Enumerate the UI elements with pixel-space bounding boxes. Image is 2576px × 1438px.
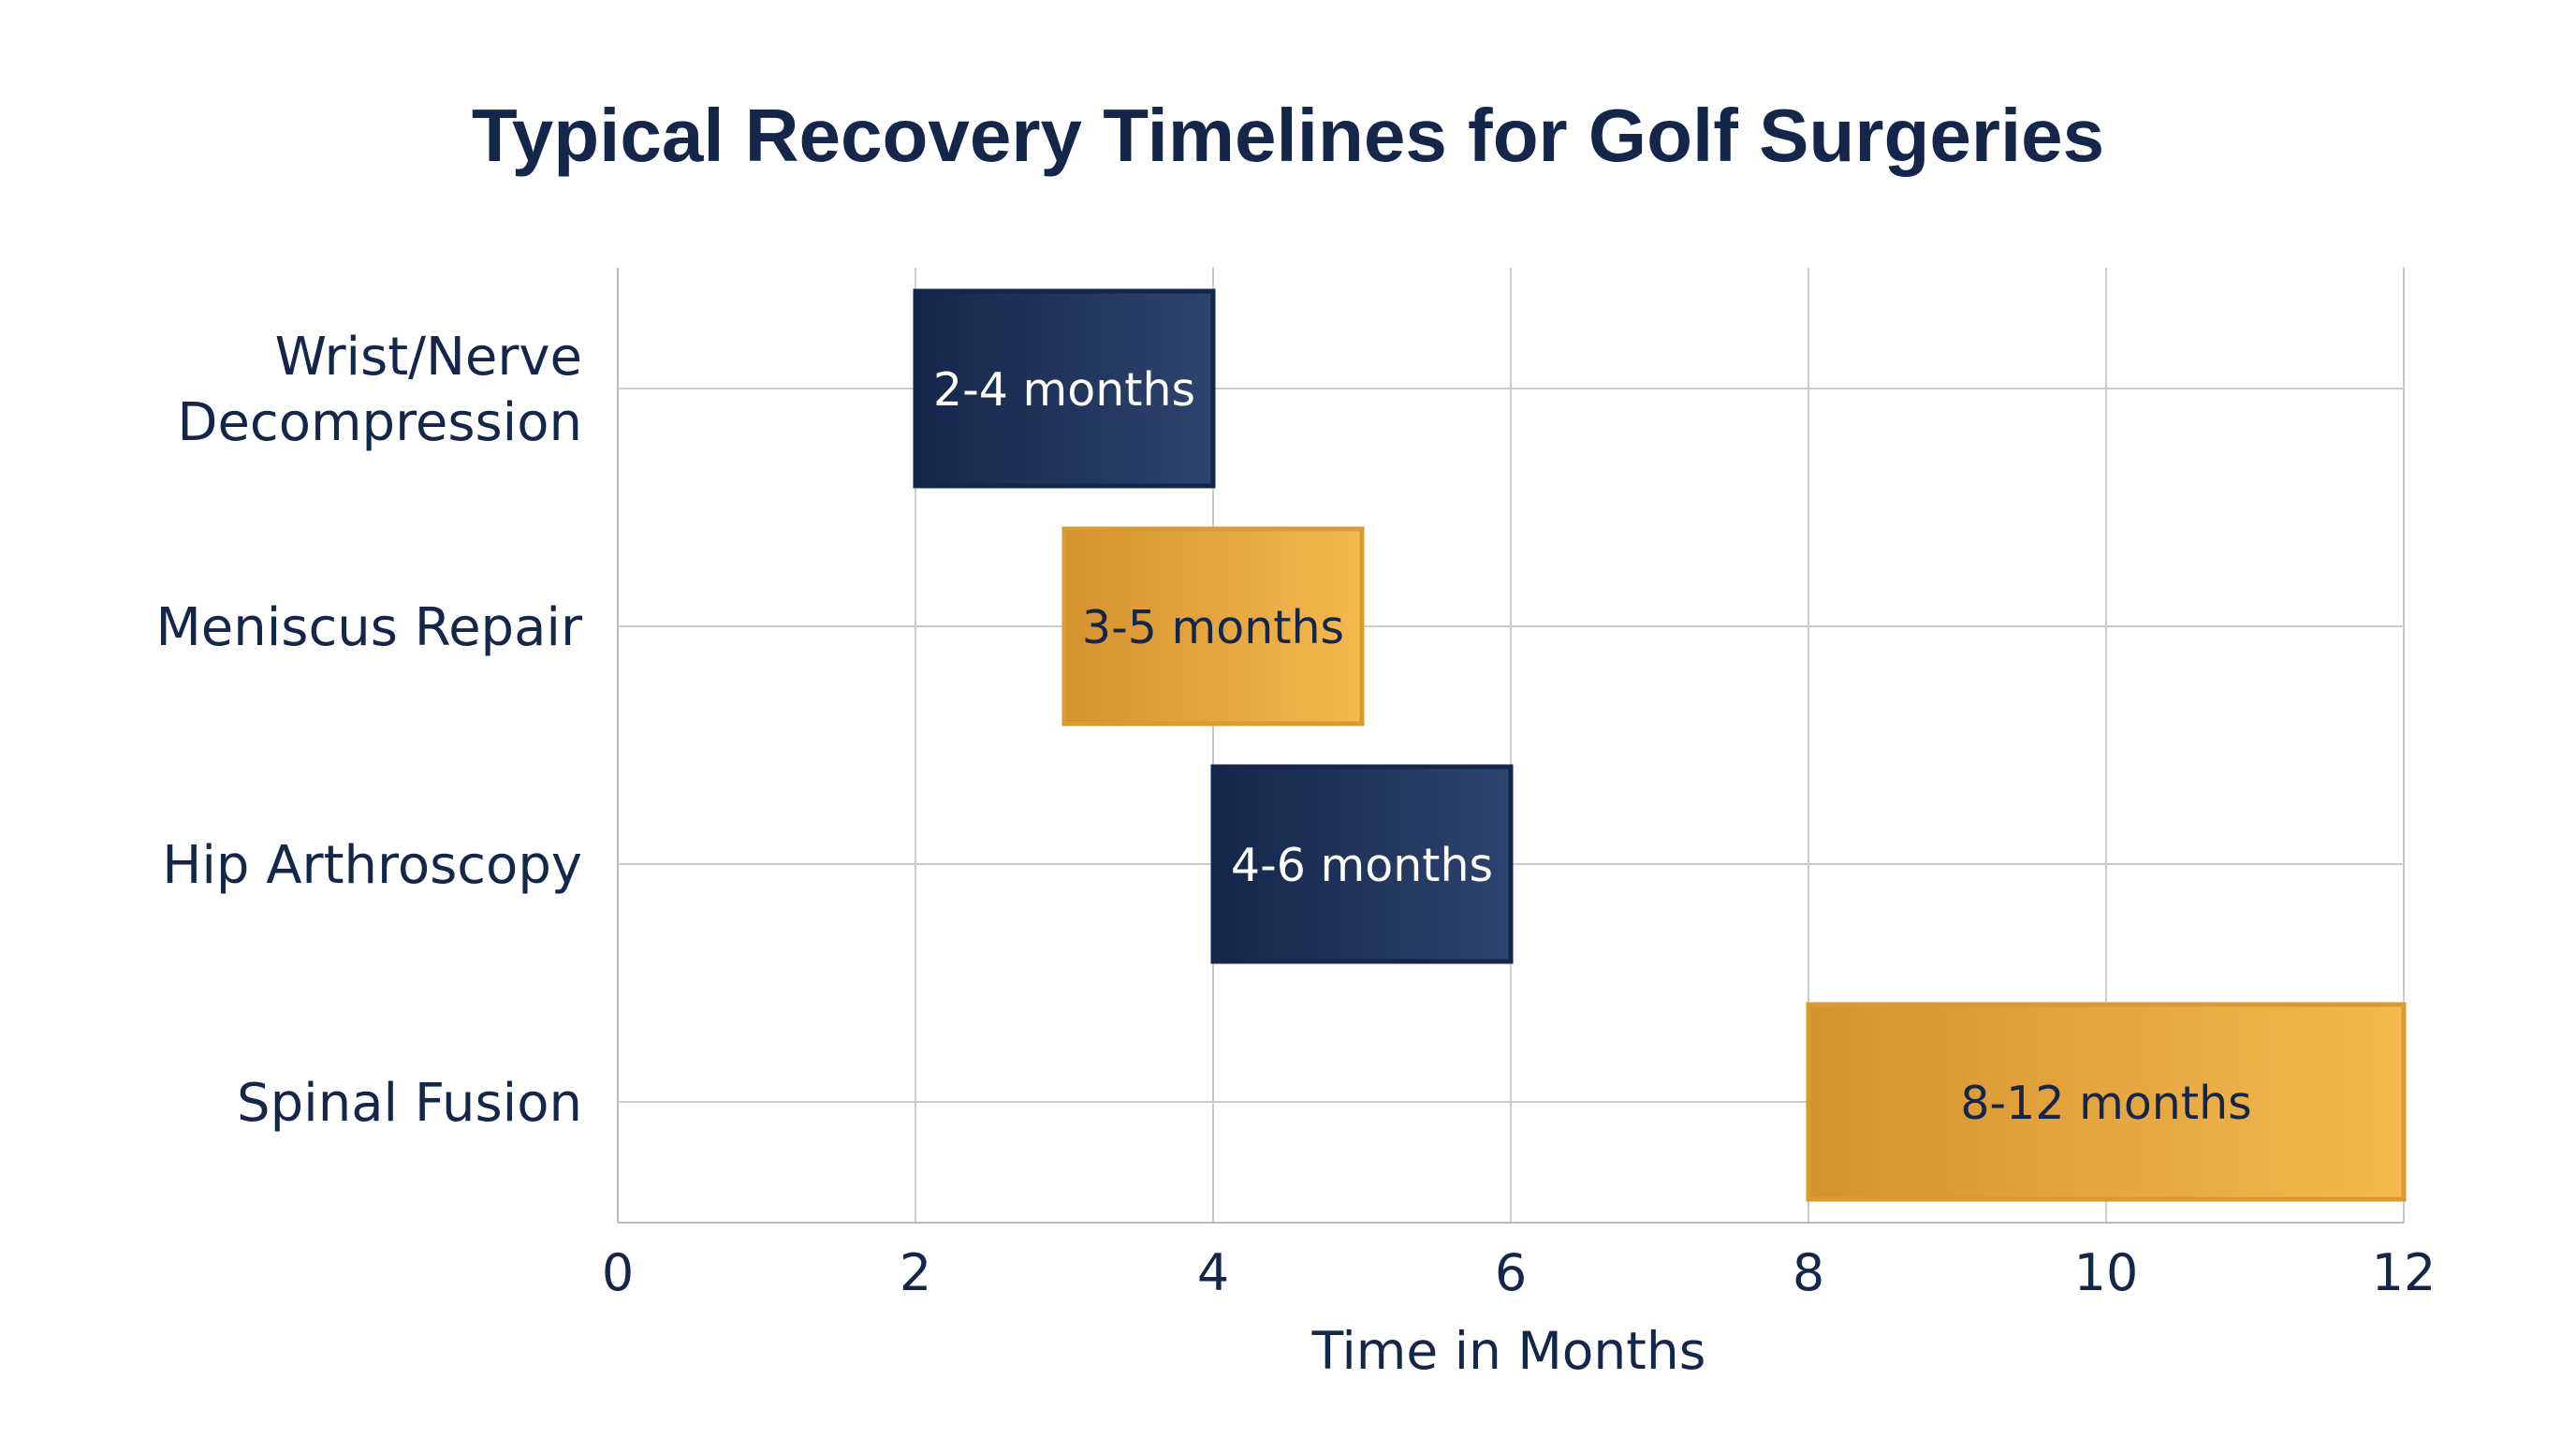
x-tick-label: 2 <box>900 1243 931 1302</box>
bars: 2-4 months 3-5 months 4-6 months 8-12 month… <box>913 288 2407 1202</box>
x-axis-title: Time in Months <box>1311 1321 1706 1381</box>
x-tick-label: 12 <box>2372 1243 2437 1302</box>
bar-data-label: 2-4 months <box>933 363 1195 417</box>
range-bar <box>1210 764 1514 964</box>
bar-data-label: 8-12 months <box>1960 1077 2251 1130</box>
category-label: Wrist/Nerve <box>275 327 582 388</box>
x-tick-labels: 0 2 4 6 8 10 12 <box>602 1243 2437 1302</box>
x-tick-label: 10 <box>2074 1243 2139 1302</box>
category-label: Decompression <box>177 392 582 453</box>
bar-data-label: 4-6 months <box>1231 839 1493 892</box>
category-label: Hip Arthroscopy <box>162 835 582 896</box>
x-tick-label: 8 <box>1793 1243 1824 1302</box>
chart-title: Typical Recovery Timelines for Golf Surg… <box>472 94 2104 177</box>
category-label: Spinal Fusion <box>237 1073 582 1134</box>
range-bar <box>1061 526 1365 726</box>
range-bar <box>1806 1002 2407 1202</box>
x-tick-label: 6 <box>1495 1243 1527 1302</box>
range-bar <box>913 288 1216 489</box>
category-label: Meniscus Repair <box>155 597 583 658</box>
x-tick-label: 4 <box>1197 1243 1229 1302</box>
bar-data-label: 3-5 months <box>1082 601 1344 654</box>
x-tick-label: 0 <box>602 1243 634 1302</box>
